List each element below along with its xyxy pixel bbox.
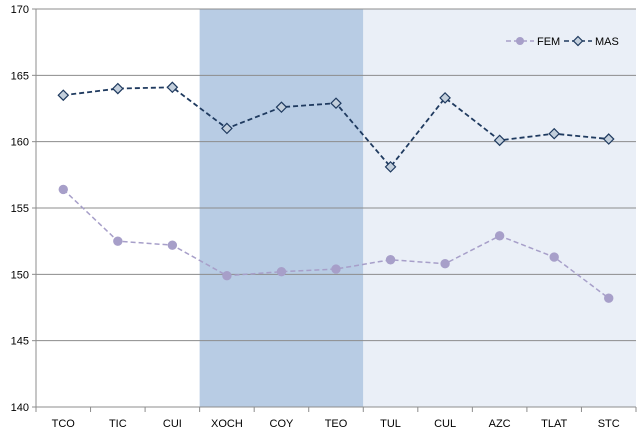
- data-point-fem: [113, 236, 123, 246]
- legend-marker-fem: [516, 37, 524, 45]
- data-point-mas: [166, 81, 179, 94]
- x-tick-label: CUI: [163, 418, 182, 430]
- legend-item-mas: MAS: [564, 35, 619, 48]
- x-tick-label: TIC: [109, 418, 127, 430]
- x-tick-label: STC: [598, 418, 620, 430]
- data-point-mas: [493, 134, 506, 147]
- x-tick-label: XOCH: [211, 418, 243, 430]
- data-point-fem: [222, 270, 232, 281]
- legend: FEM MAS: [506, 35, 619, 48]
- legend-item-fem: FEM: [506, 36, 560, 48]
- legend-label-mas: MAS: [595, 36, 619, 48]
- gridlines: [36, 8, 636, 342]
- data-point-mas: [439, 92, 451, 104]
- x-tick-labels: TCO TIC CUI XOCH COY TEO TUL CUL AZC TLAT STC: [52, 418, 620, 430]
- x-tick-label: TLAT: [541, 418, 567, 430]
- series-line-fem: [62, 188, 610, 299]
- data-point-mas: [330, 97, 342, 110]
- y-tick-labels: 140 145 150 155 160 165 170: [11, 4, 29, 414]
- legend-marker-mas: [572, 35, 584, 47]
- x-tick-label: TUL: [380, 418, 401, 430]
- series-group: [57, 81, 615, 303]
- data-point-mas: [384, 161, 397, 173]
- data-point-mas: [275, 101, 288, 114]
- data-point-fem: [331, 264, 341, 274]
- data-point-mas: [111, 82, 124, 95]
- axes: [32, 8, 637, 412]
- data-point-mas: [602, 133, 615, 145]
- data-point-fem: [440, 259, 450, 269]
- y-tick-label: 145: [11, 336, 29, 348]
- data-point-fem: [604, 293, 614, 303]
- y-tick-label: 140: [11, 402, 29, 414]
- y-tick-label: 150: [11, 269, 29, 281]
- x-tick-label: TEO: [325, 418, 348, 430]
- series-mas: [57, 81, 615, 173]
- data-point-fem: [549, 252, 559, 262]
- y-tick-label: 165: [11, 70, 29, 82]
- y-tick-label: 155: [11, 203, 29, 215]
- data-point-mas: [57, 89, 70, 102]
- data-point-fem: [276, 266, 287, 277]
- x-tick-label: CUL: [434, 418, 456, 430]
- x-tick-label: AZC: [489, 418, 511, 430]
- data-point-mas: [548, 127, 561, 140]
- series-fem: [58, 184, 614, 303]
- y-tick-label: 170: [11, 4, 29, 16]
- y-tick-label: 160: [11, 137, 29, 149]
- x-tick-label: TCO: [52, 418, 76, 430]
- data-point-fem: [167, 240, 178, 250]
- data-point-mas: [221, 122, 233, 135]
- data-point-fem: [494, 231, 505, 241]
- x-tick-label: COY: [270, 418, 295, 430]
- data-point-fem: [385, 255, 396, 265]
- legend-label-fem: FEM: [537, 36, 560, 48]
- data-point-fem: [58, 184, 68, 195]
